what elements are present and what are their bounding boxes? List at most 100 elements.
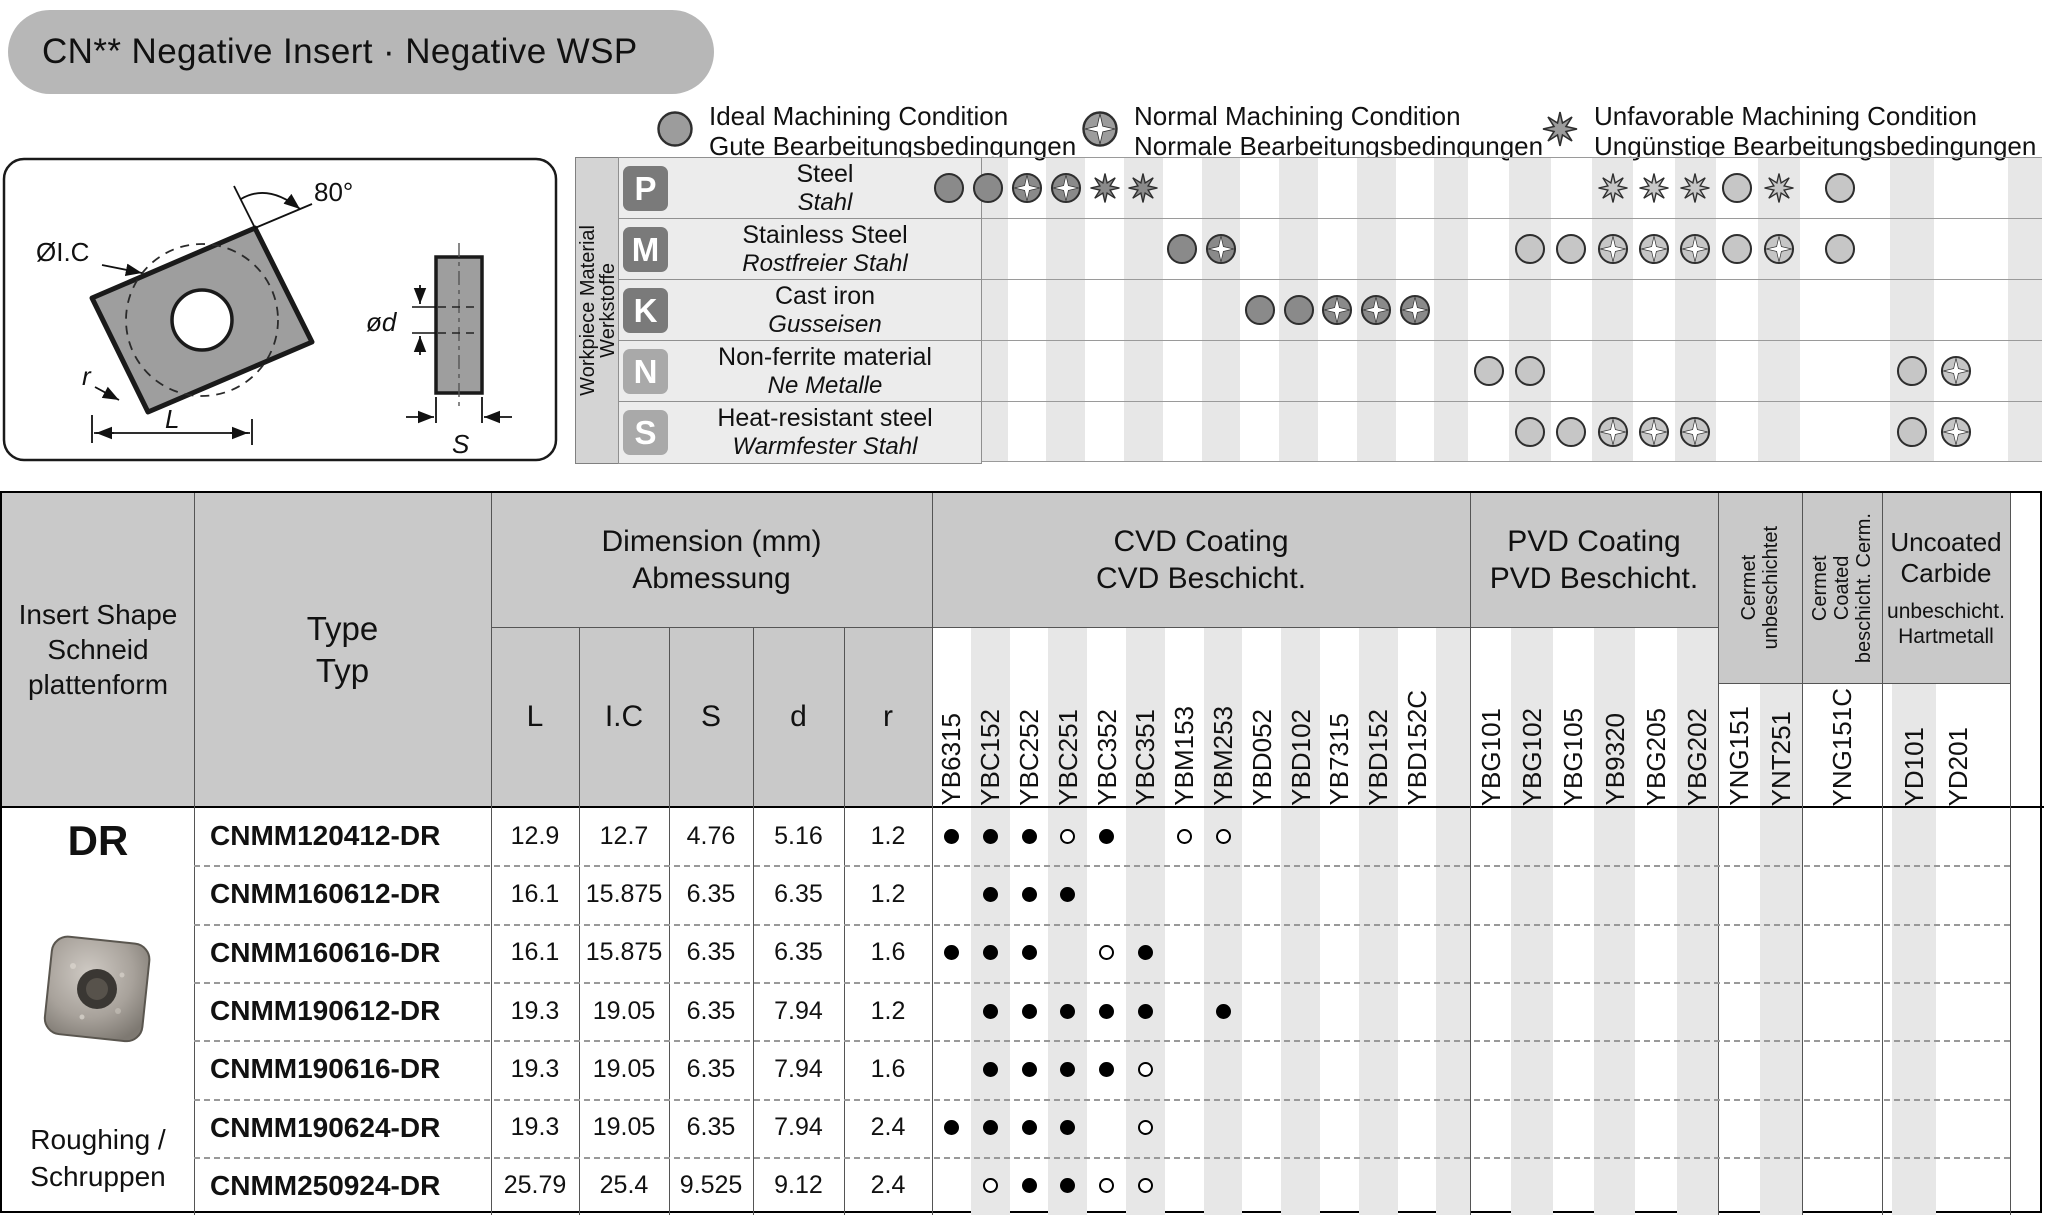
grade-dot-filled bbox=[1060, 1003, 1076, 1019]
dim-cell-r: 2.4 bbox=[870, 1113, 906, 1142]
type-cell: CNMM160612-DR bbox=[210, 878, 441, 910]
angle-label: 80° bbox=[314, 177, 353, 207]
column-stripe bbox=[1511, 627, 1553, 1215]
corner-radius-label: r bbox=[82, 361, 92, 391]
ideal-symbol-icon bbox=[1720, 232, 1754, 266]
grade-dot-filled bbox=[982, 1061, 998, 1077]
ideal-symbol-icon bbox=[1720, 171, 1754, 205]
grid-line bbox=[844, 627, 845, 1215]
sidebar-line-en: Workpiece Material bbox=[576, 225, 599, 396]
thickness-label: S bbox=[452, 429, 470, 459]
grade-column-YBD152: YBD152 bbox=[1363, 709, 1394, 806]
material-name-en: Steel bbox=[796, 160, 854, 188]
column-stripe bbox=[1890, 157, 1934, 462]
grid-line bbox=[2, 806, 2044, 808]
dim-cell-S: 4.76 bbox=[686, 821, 736, 850]
normal-symbol-icon bbox=[1637, 415, 1671, 449]
insert-selection-table: Insert Shape Schneid plattenform Type Typ Dim… bbox=[0, 491, 2044, 1215]
unfavorable-symbol-icon bbox=[1762, 171, 1796, 205]
dim-cell-I.C: 19.05 bbox=[592, 1113, 656, 1142]
normal-symbol-icon bbox=[1596, 415, 1630, 449]
normal-symbol-icon bbox=[1359, 293, 1393, 327]
normal-symbol-icon bbox=[1204, 232, 1238, 266]
grade-column-YBM253: YBM253 bbox=[1207, 706, 1238, 806]
ideal-symbol-icon bbox=[1554, 415, 1588, 449]
grade-dot-filled bbox=[1099, 1003, 1115, 1019]
insert-photo bbox=[38, 931, 158, 1049]
ideal-symbol-icon bbox=[971, 171, 1005, 205]
grade-dot-filled bbox=[1215, 1003, 1231, 1019]
grade-column-YBG205: YBG205 bbox=[1640, 707, 1671, 806]
dim-cell-r: 2.4 bbox=[870, 1171, 906, 1200]
material-row-P: P Steel Stahl bbox=[618, 157, 982, 220]
type-cell: CNMM190612-DR bbox=[210, 995, 441, 1027]
inscribed-circle-label: ØI.C bbox=[36, 237, 89, 267]
dim-cell-d: 5.16 bbox=[774, 821, 823, 850]
header-dim-col-L: L bbox=[491, 627, 579, 806]
material-letter-M: M bbox=[623, 227, 668, 272]
column-stripe bbox=[1436, 627, 1470, 1215]
grade-column-YBC152: YBC152 bbox=[975, 709, 1006, 806]
normal-symbol-icon bbox=[1637, 232, 1671, 266]
insert-shape-code: DR bbox=[67, 817, 129, 864]
inscribed-circle bbox=[125, 243, 279, 397]
material-letter-S: S bbox=[623, 410, 668, 455]
column-stripe bbox=[2008, 157, 2042, 462]
column-stripe bbox=[1892, 683, 1936, 1215]
grade-dot-open bbox=[1215, 828, 1231, 844]
legend-label-en: Unfavorable Machining Condition bbox=[1594, 101, 1978, 131]
grade-dot-open bbox=[1137, 1178, 1153, 1194]
type-cell: CNMM160616-DR bbox=[210, 936, 441, 968]
material-name-en: Non-ferrite material bbox=[718, 343, 932, 371]
workpiece-material-chart: Workpiece Material Werkstoffe P Steel Stahl M… bbox=[575, 157, 2042, 464]
dim-cell-L: 25.79 bbox=[503, 1171, 567, 1200]
column-stripe bbox=[1124, 157, 1163, 462]
type-cell: CNMM120412-DR bbox=[210, 820, 441, 852]
header-dim-col-I.C: I.C bbox=[579, 627, 669, 806]
column-stripe bbox=[1048, 627, 1088, 1215]
length-label: L bbox=[165, 404, 179, 434]
grade-dot-filled bbox=[1099, 828, 1115, 844]
grade-column-YBG105: YBG105 bbox=[1558, 707, 1589, 806]
dim-cell-L: 16.1 bbox=[510, 938, 560, 967]
grade-column-YBG102: YBG102 bbox=[1516, 707, 1547, 806]
grade-column-YNG151: YNG151 bbox=[1724, 706, 1754, 806]
header-cermet-coated: Cermet Coated beschicht. Cerm. bbox=[1802, 493, 1882, 683]
grade-column-YB7315: YB7315 bbox=[1324, 713, 1355, 806]
insert-dimension-drawing: 80° ØI.C r L ød S bbox=[2, 157, 558, 462]
grid-line bbox=[1802, 493, 1803, 1215]
unfavorable-symbol-icon bbox=[1088, 171, 1122, 205]
ideal-symbol-icon bbox=[1554, 232, 1588, 266]
ideal-symbol-icon bbox=[1165, 232, 1199, 266]
grade-dot-filled bbox=[1021, 1061, 1037, 1077]
material-name-en: Cast iron bbox=[774, 282, 876, 310]
column-stripe bbox=[1674, 157, 1716, 462]
grade-dot-open bbox=[1137, 1120, 1153, 1136]
type-cell: CNMM250924-DR bbox=[210, 1169, 441, 1201]
dim-cell-r: 1.2 bbox=[870, 996, 906, 1025]
legend-label-en: Normal Machining Condition bbox=[1134, 101, 1461, 131]
ideal-symbol-icon bbox=[1823, 171, 1857, 205]
normal-symbol-icon bbox=[1678, 415, 1712, 449]
dim-cell-r: 1.2 bbox=[870, 879, 906, 908]
dim-cell-r: 1.6 bbox=[870, 1054, 906, 1083]
header-dim-col-S: S bbox=[669, 627, 753, 806]
normal-symbol-icon bbox=[1678, 232, 1712, 266]
header-insert-shape: Insert Shape Schneid plattenform bbox=[2, 493, 194, 806]
column-stripe bbox=[970, 627, 1010, 1215]
grade-dot-filled bbox=[1099, 1061, 1115, 1077]
grade-dot-filled bbox=[943, 828, 959, 844]
normal-symbol-icon bbox=[1762, 232, 1796, 266]
grade-column-YNG151C: YNG151C bbox=[1827, 687, 1857, 807]
row-separator bbox=[194, 1040, 2010, 1043]
ideal-symbol-icon bbox=[1472, 354, 1506, 388]
grade-dot-open bbox=[1099, 1178, 1115, 1194]
grid-line bbox=[669, 627, 670, 1215]
normal-condition-icon bbox=[1080, 109, 1120, 154]
dim-cell-d: 7.94 bbox=[774, 996, 823, 1025]
grade-column-YBM153: YBM153 bbox=[1169, 706, 1200, 806]
dim-cell-L: 19.3 bbox=[510, 996, 560, 1025]
material-letter-P: P bbox=[623, 166, 668, 211]
ideal-symbol-icon bbox=[1823, 232, 1857, 266]
grade-dot-filled bbox=[943, 1120, 959, 1136]
